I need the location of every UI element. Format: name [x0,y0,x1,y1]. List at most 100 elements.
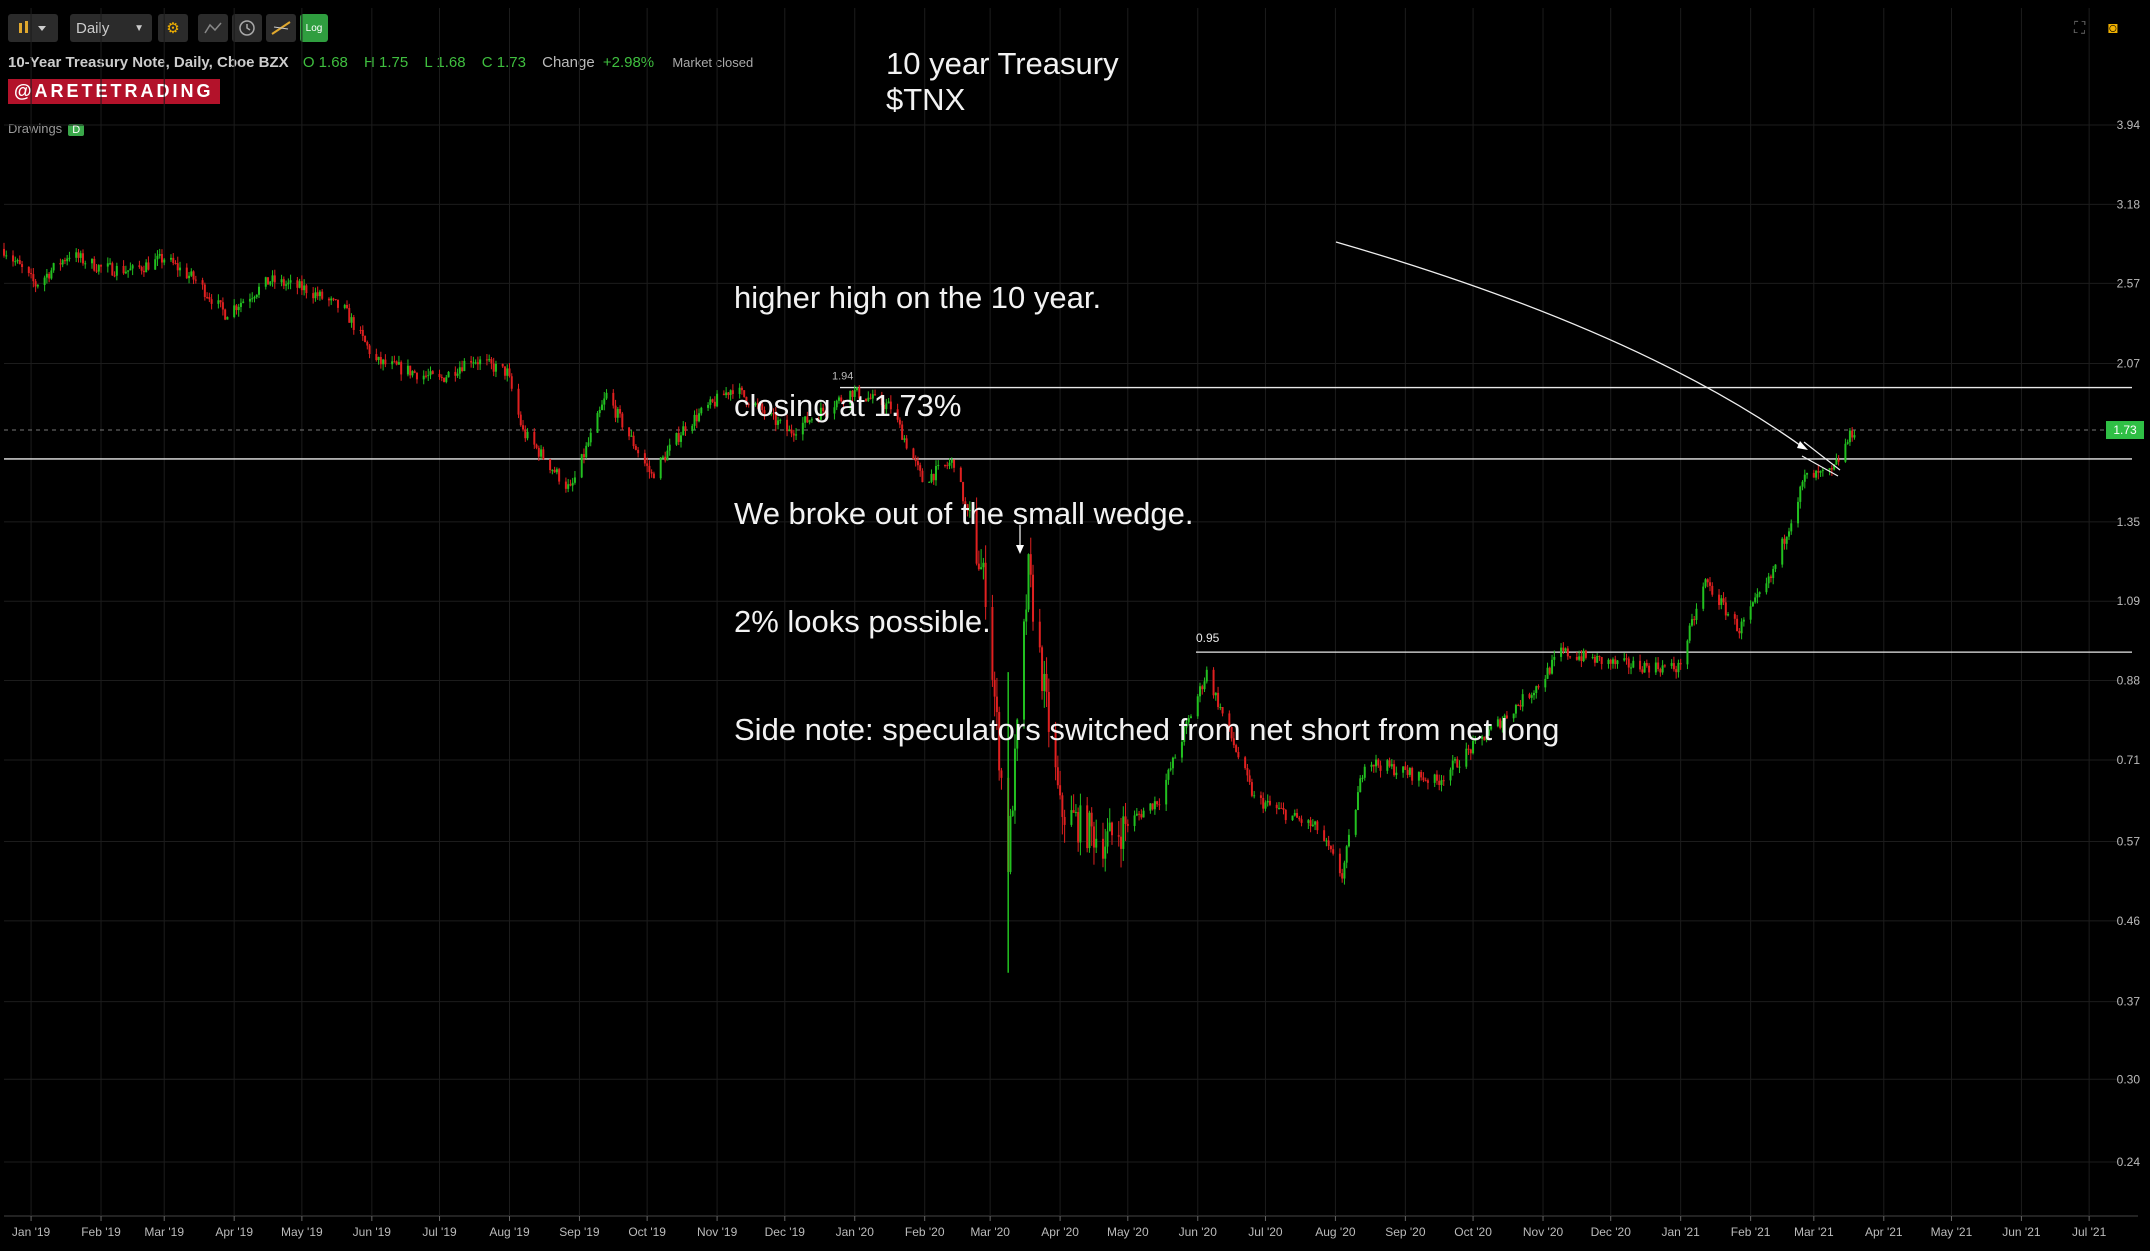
candle-body [316,292,319,297]
candle-body [1686,640,1689,665]
brand-badge: @ARETETRADING [8,79,220,104]
candle-body [713,401,716,407]
candle-body [75,252,78,258]
chart-grid [4,8,2138,1217]
candle-body [754,403,757,406]
candle-body [677,433,680,442]
candle-body [1435,774,1438,781]
candle-body [34,281,37,287]
candle-body [1566,648,1569,657]
candle-body [867,397,870,401]
candle-body [993,679,996,697]
candle-body [267,277,270,285]
candle-body [740,387,743,391]
x-tick-label: Jun '19 [353,1225,392,1239]
candle-body [914,459,917,462]
candle-body [1537,686,1540,688]
candle-body [1232,738,1235,746]
candle-body [1596,655,1599,663]
chart-style-button[interactable] [8,14,58,42]
callout-arrow-head [1797,441,1808,450]
spike-arrow-head [1016,545,1024,554]
candle-body [519,414,522,426]
log-scale-toggle[interactable]: Log [300,14,328,42]
candle-body [856,387,859,390]
candle-body [1833,464,1836,470]
candle-body [833,407,836,414]
candle-body [312,293,315,299]
candle-body [1180,741,1183,758]
candle-body [1767,576,1770,584]
candle-body [580,454,583,478]
candle-body [282,279,285,286]
camera-icon[interactable]: ◙ [2108,20,2118,37]
candle-body [1205,669,1208,682]
candle-body [790,429,793,434]
candle-body [154,259,157,270]
fullscreen-icon[interactable]: ⛶ [2074,20,2086,37]
indicators-button[interactable] [198,14,228,42]
title-line-1: 10 year Treasury [886,46,1119,81]
candle-body [648,465,651,473]
candle-body [66,258,69,262]
candle-body [1505,715,1508,719]
candle-body [1059,785,1062,796]
candle-body [716,393,719,407]
candle-body [1029,554,1032,575]
x-tick-label: Mar '20 [970,1225,1010,1239]
candle-body [1117,835,1120,837]
candle-body [1088,812,1091,849]
candle-body [1296,813,1299,818]
candle-body [1758,592,1761,595]
annotation-overlay [1016,241,1841,554]
candle-body [269,281,272,285]
candle-body [1657,662,1660,670]
candle-body [1153,801,1156,810]
candle-body [1812,472,1815,478]
x-tick-label: Aug '20 [1315,1225,1356,1239]
candle-body [738,387,741,395]
candle-body [174,262,177,264]
note-line-2: closing at 1.73% [734,388,962,423]
close-value: C 1.73 [481,54,526,71]
x-tick-label: Mar '21 [1794,1225,1834,1239]
candle-body [1108,822,1111,832]
candle-body [1785,536,1788,544]
candle-body [1675,669,1678,673]
candle-body [1016,719,1019,749]
candle-body [1738,631,1741,634]
candle-body [1120,836,1123,849]
note-line-5: Side note: speculators switched from net… [734,712,1560,747]
candle-body [264,277,267,287]
candle-body [111,263,114,276]
candle-body [1815,470,1818,478]
candle-body [1212,669,1215,696]
candle-body [508,368,511,377]
candle-body [1011,810,1014,816]
candle-body [210,299,213,304]
candle-body [488,359,491,361]
candle-body [621,413,624,428]
candle-body [1169,768,1172,770]
candle-body [1551,659,1554,674]
candle-body [1309,820,1312,827]
candle-body [1781,538,1784,565]
candle-body [176,263,179,271]
candle-body [280,279,283,283]
candle-body [359,329,362,331]
candle-body [438,373,441,377]
candle-body [1756,594,1759,598]
candle-body [1268,800,1271,805]
settings-button[interactable]: ⚙ [158,14,188,42]
candle-body [1496,719,1499,727]
drawing-tool-button[interactable] [266,14,296,42]
candle-body [1546,667,1549,679]
candle-body [756,403,759,405]
candle-body [1338,853,1341,874]
clock-button[interactable] [232,14,262,42]
candle-body [1277,807,1280,809]
candle-body [1790,523,1793,532]
candle-body [1043,673,1046,692]
candle-body [682,426,685,436]
